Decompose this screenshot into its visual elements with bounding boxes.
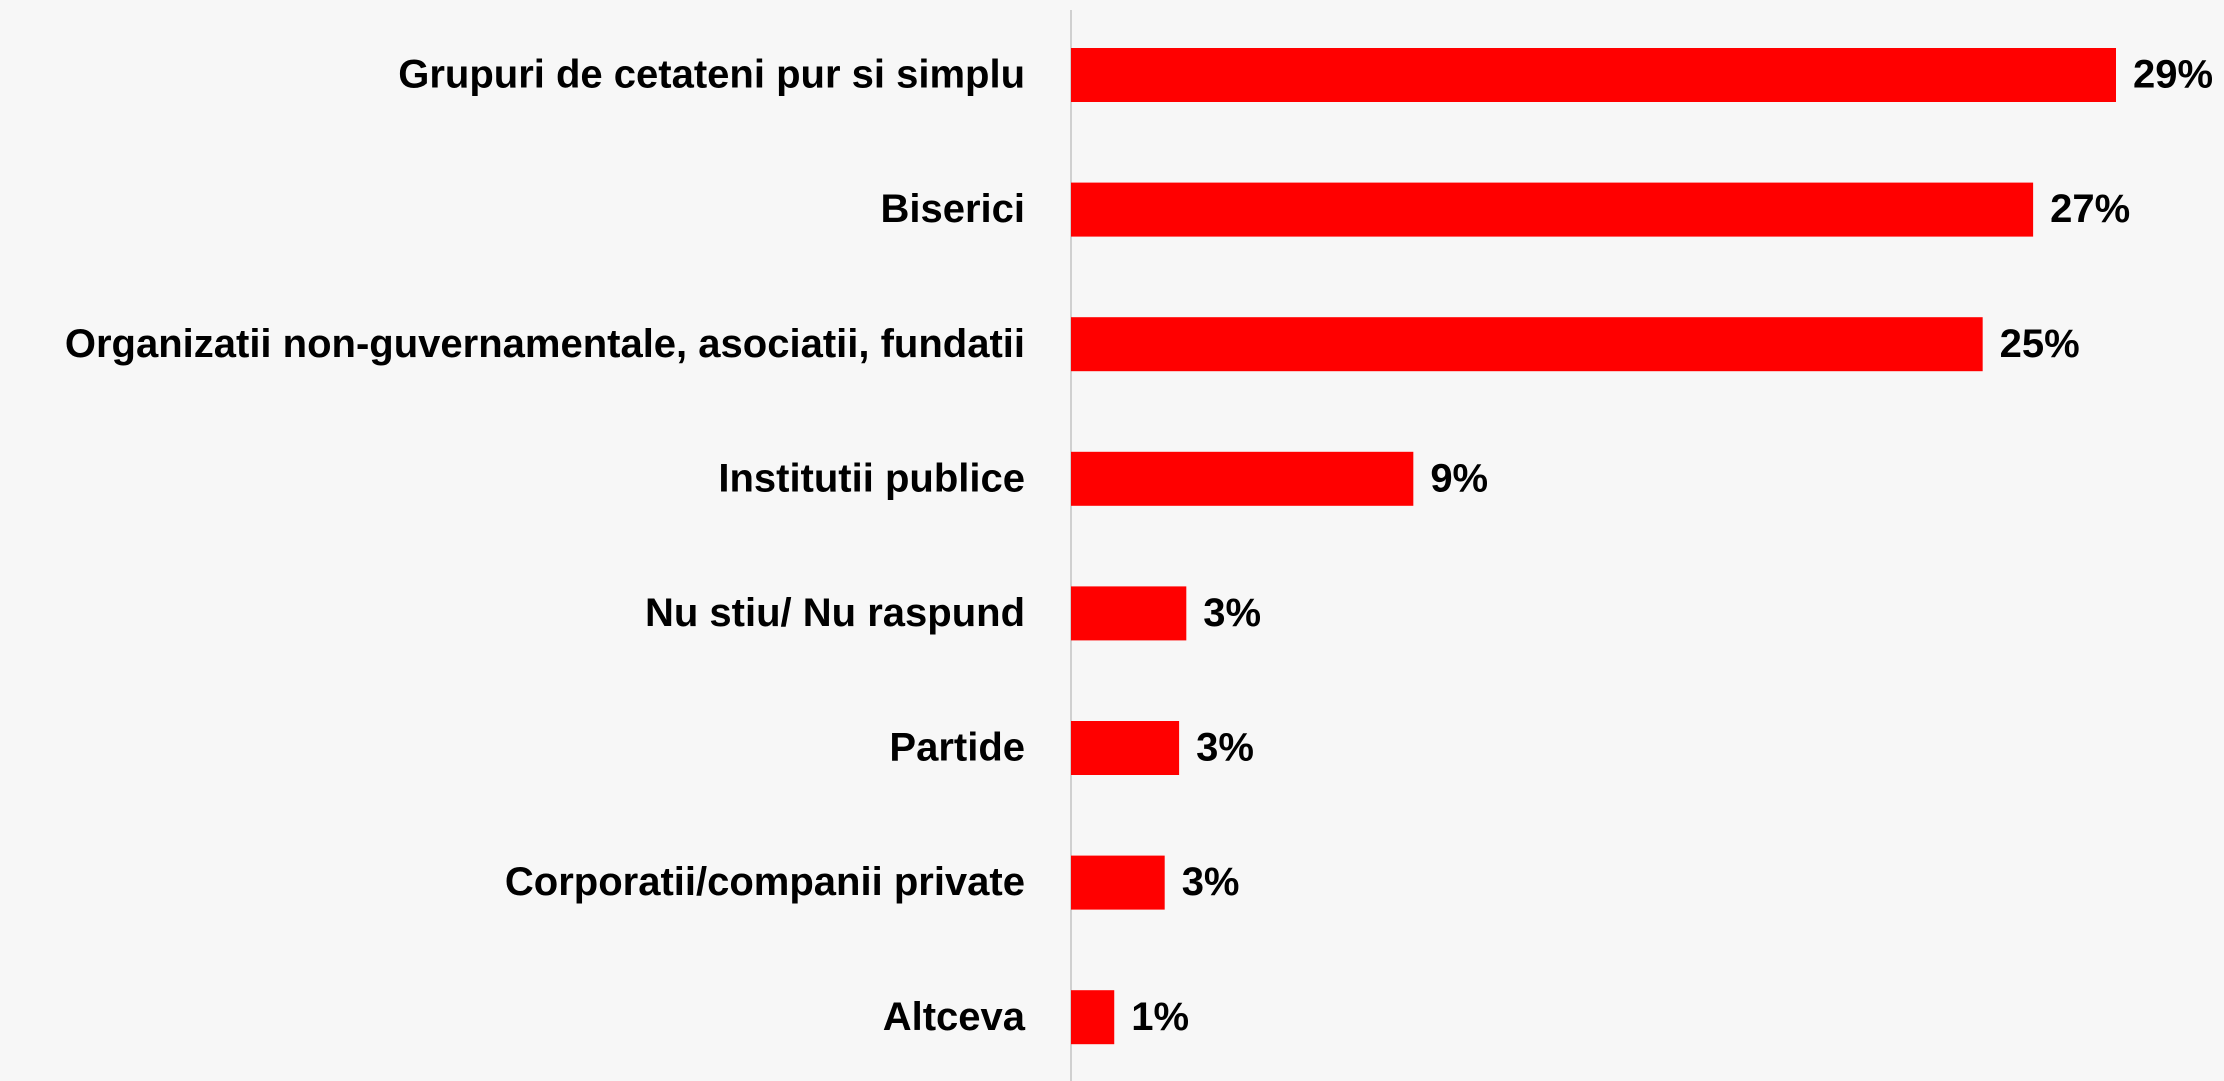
y-tick-label: Institutii publice [718, 456, 1025, 500]
data-label: 9% [1430, 456, 1488, 500]
y-tick-label: Altceva [883, 995, 1026, 1039]
bar [1071, 48, 2116, 102]
bar [1071, 990, 1115, 1045]
y-tick-label: Partide [889, 726, 1025, 770]
data-label: 3% [1196, 726, 1254, 770]
data-label: 3% [1203, 591, 1261, 635]
bar [1071, 855, 1165, 910]
y-tick-label: Nu stiu/ Nu raspund [645, 591, 1025, 635]
data-label: 1% [1131, 995, 1189, 1039]
y-tick-label: Biserici [880, 187, 1025, 231]
data-label: 3% [1182, 860, 1240, 904]
bar [1071, 451, 1414, 506]
bar [1071, 586, 1187, 641]
data-label: 29% [2133, 53, 2213, 97]
data-label: 27% [2050, 187, 2130, 231]
y-tick-label: Corporatii/companii private [505, 860, 1025, 904]
data-label: 25% [2000, 322, 2080, 366]
y-tick-label: Organizatii non-guvernamentale, asociati… [65, 322, 1025, 366]
bar [1071, 317, 1983, 372]
bar [1071, 721, 1180, 775]
bar [1071, 182, 2034, 237]
y-tick-label: Grupuri de cetateni pur si simplu [398, 53, 1025, 97]
